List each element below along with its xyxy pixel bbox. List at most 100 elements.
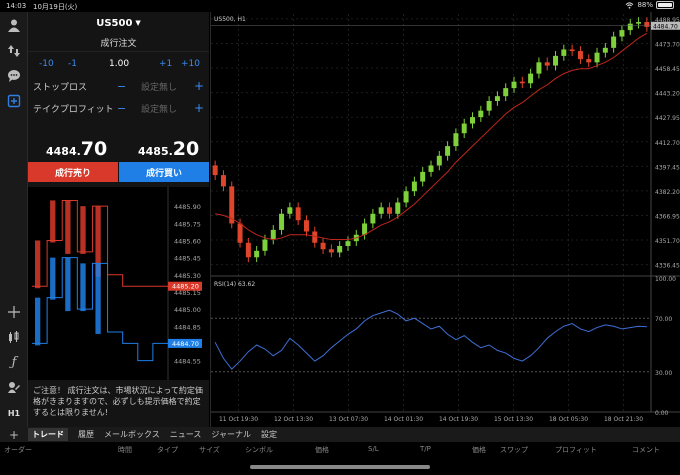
tick-bar — [95, 206, 101, 277]
take-profit-minus-button[interactable]: − — [117, 101, 127, 115]
stop-loss-row: ストップロス − 設定無し + — [28, 75, 209, 97]
tab-settings[interactable]: 設定 — [260, 430, 277, 439]
column-header: プロフィット — [555, 446, 597, 454]
lot-size-input[interactable]: 1.00 — [109, 58, 130, 69]
price-chart[interactable]: 4488.95 4473.70 4458.45 4443.20 4427.95 4412.… — [210, 12, 680, 427]
price-row: 4484.70 4485.20 — [28, 138, 209, 162]
candle-body — [470, 117, 475, 124]
candle-body — [295, 207, 301, 221]
battery-percent: 88% — [637, 1, 653, 9]
tick-price-label: 4485.15 — [174, 289, 201, 297]
candle-body — [445, 146, 451, 156]
new-order-icon[interactable] — [5, 92, 23, 110]
candle-body — [594, 52, 600, 63]
crosshair-icon[interactable] — [5, 303, 23, 321]
tick-bar — [35, 297, 41, 346]
time-tick-label: 14 Oct 19:30 — [439, 416, 478, 423]
lot-minus-10-button[interactable]: -10 — [39, 58, 54, 69]
tab-trade[interactable]: トレード — [28, 428, 68, 441]
account-icon[interactable] — [5, 16, 23, 34]
price-tick-label: 4336.45 — [655, 263, 680, 270]
candle-body — [229, 186, 235, 224]
candle-body — [503, 88, 509, 97]
candle-body — [627, 23, 633, 31]
price-tick-label: 4412.70 — [655, 140, 680, 147]
tab-news[interactable]: ニュース — [169, 430, 202, 439]
tick-chart-svg: 4485.90 4485.75 4485.60 4485.45 4485.30 4485.… — [32, 187, 202, 380]
lot-minus-1-button[interactable]: -1 — [68, 58, 77, 69]
chat-icon[interactable] — [5, 67, 23, 85]
add-icon[interactable]: + — [8, 427, 20, 442]
timeframe-button[interactable]: H1 — [7, 408, 21, 418]
tick-price-label: 4485.75 — [174, 220, 201, 228]
home-indicator — [250, 465, 430, 469]
transfer-icon[interactable] — [5, 42, 23, 60]
candle-body — [303, 220, 309, 232]
chart-title: US500, H1 — [214, 16, 246, 23]
draw-icon[interactable] — [5, 378, 23, 396]
ask-price-label: 4485.20 — [172, 283, 199, 291]
stop-loss-plus-button[interactable]: + — [194, 79, 205, 93]
candle-body — [370, 213, 376, 224]
tick-price-label: 4485.00 — [174, 306, 201, 314]
candle-body — [644, 22, 650, 27]
candle-body — [320, 242, 326, 250]
tab-journal[interactable]: ジャーナル — [211, 430, 251, 439]
wifi-icon — [626, 1, 634, 9]
lot-plus-1-button[interactable]: +1 — [159, 58, 173, 69]
function-icon[interactable]: ƒ — [11, 354, 17, 370]
candle-body — [312, 231, 318, 243]
status-bar: 14:03 10月19日(火) 88% — [0, 0, 680, 12]
candle-body — [287, 207, 293, 214]
column-header: サイズ — [199, 446, 220, 454]
trade-table-header: オーダー 時間 タイプ サイズ シンボル 価格 S/L T/P 価格 スワップ … — [0, 442, 680, 456]
bottom-tab-bar: + トレード 履歴 メールボックス ニュース ジャーナル 設定 — [0, 427, 680, 442]
candle-body — [403, 191, 409, 203]
stop-loss-input[interactable]: 設定無し — [141, 82, 178, 93]
order-panel: US500 ▼ 成行注文 -10 -1 1.00 +1 +10 ストップロス −… — [28, 12, 209, 187]
take-profit-row: テイクプロフィット − 設定無し + — [28, 97, 209, 119]
candle-body — [237, 223, 243, 243]
tick-bar — [50, 257, 56, 300]
column-header: オーダー — [4, 446, 32, 454]
candle-body — [602, 47, 608, 53]
tick-chart: 4485.90 4485.75 4485.60 4485.45 4485.30 4485.… — [28, 187, 209, 380]
rsi-tick-label: 30.00 — [655, 370, 672, 377]
indicator-icon[interactable] — [5, 328, 23, 346]
bid-price-marker — [168, 338, 202, 348]
candle-body — [245, 242, 251, 258]
candle-body — [362, 223, 368, 235]
tab-history[interactable]: 履歴 — [78, 430, 94, 439]
price-tick-label: 4458.45 — [655, 66, 680, 73]
tab-mailbox[interactable]: メールボックス — [104, 430, 160, 439]
stop-loss-minus-button[interactable]: − — [117, 79, 127, 93]
price-chart-svg[interactable]: 4488.95 4473.70 4458.45 4443.20 4427.95 4412.… — [211, 12, 680, 427]
take-profit-input[interactable]: 設定無し — [141, 104, 178, 115]
column-header: T/P — [420, 445, 431, 453]
symbol-name: US500 — [96, 17, 133, 29]
candle-body — [486, 101, 492, 111]
candle-body — [279, 213, 285, 230]
candle-body — [586, 59, 592, 63]
tick-price-label: 4485.30 — [174, 272, 201, 280]
lot-plus-10-button[interactable]: +10 — [181, 58, 200, 69]
buy-button[interactable]: 成行買い — [119, 162, 209, 182]
time-tick-label: 12 Oct 13:30 — [274, 416, 313, 423]
take-profit-plus-button[interactable]: + — [194, 101, 205, 115]
candle-body — [577, 51, 583, 60]
candle-body — [561, 49, 567, 56]
time-tick-label: 18 Oct 21:30 — [604, 416, 643, 423]
candle-body — [411, 181, 417, 192]
price-tick-label: 4382.20 — [655, 189, 680, 196]
battery-icon — [656, 1, 674, 9]
tick-price-label: 4485.90 — [174, 203, 201, 211]
candle-body — [453, 133, 459, 147]
moving-average-line — [215, 32, 648, 241]
order-type: 成行注文 — [28, 34, 209, 52]
current-price-marker — [651, 21, 680, 30]
candle-body — [569, 49, 575, 52]
time-tick-label: 18 Oct 05:30 — [549, 416, 588, 423]
symbol-selector[interactable]: US500 ▼ — [28, 12, 209, 34]
candle-body — [478, 110, 484, 118]
sell-button[interactable]: 成行売り — [28, 162, 118, 182]
